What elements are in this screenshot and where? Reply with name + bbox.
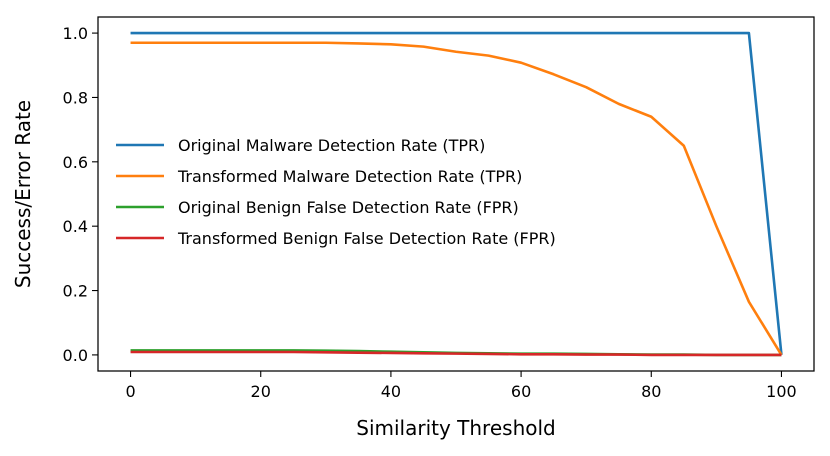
x-tick-label: 100 — [766, 382, 797, 401]
x-tick-label: 0 — [125, 382, 135, 401]
y-tick-label: 0.2 — [63, 282, 88, 301]
x-tick-label: 40 — [381, 382, 401, 401]
plot-frame — [97, 16, 815, 372]
y-tick-label: 1.0 — [63, 24, 88, 43]
series-line-2 — [130, 41, 783, 356]
y-tick-label: 0.6 — [63, 153, 88, 172]
x-tick-label: 60 — [511, 382, 531, 401]
x-tick-label: 20 — [251, 382, 271, 401]
legend-label-4: Transformed Benign False Detection Rate … — [177, 229, 556, 248]
y-tick-label: 0.0 — [63, 346, 88, 365]
x-tick-label: 80 — [641, 382, 661, 401]
series-line-1 — [130, 31, 783, 356]
y-tick-label: 0.8 — [63, 88, 88, 107]
y-axis-label: Success/Error Rate — [11, 100, 35, 288]
x-axis-label: Similarity Threshold — [356, 416, 555, 440]
legend-label-2: Transformed Malware Detection Rate (TPR) — [177, 167, 522, 186]
y-tick-label: 0.4 — [63, 217, 88, 236]
series-layer — [130, 31, 783, 357]
ticks-layer: 0 20 40 60 80 100 0.0 0.2 0.4 0.6 0.8 1.0 — [63, 24, 797, 401]
legend: Original Malware Detection Rate (TPR) Tra… — [116, 136, 556, 248]
legend-label-3: Original Benign False Detection Rate (FP… — [178, 198, 519, 217]
legend-label-1: Original Malware Detection Rate (TPR) — [178, 136, 485, 155]
series-line-4 — [130, 350, 782, 357]
